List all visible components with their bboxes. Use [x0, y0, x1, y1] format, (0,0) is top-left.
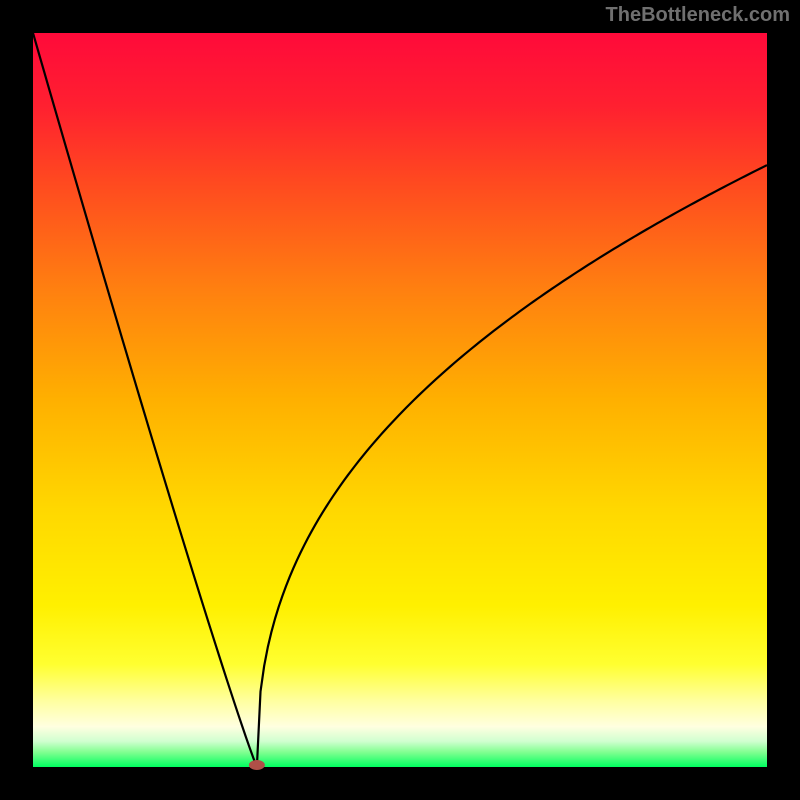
plot-background — [33, 33, 767, 767]
bottleneck-chart — [0, 0, 800, 800]
optimal-point-marker — [249, 760, 265, 770]
chart-container: TheBottleneck.com — [0, 0, 800, 800]
watermark-text: TheBottleneck.com — [606, 4, 790, 27]
